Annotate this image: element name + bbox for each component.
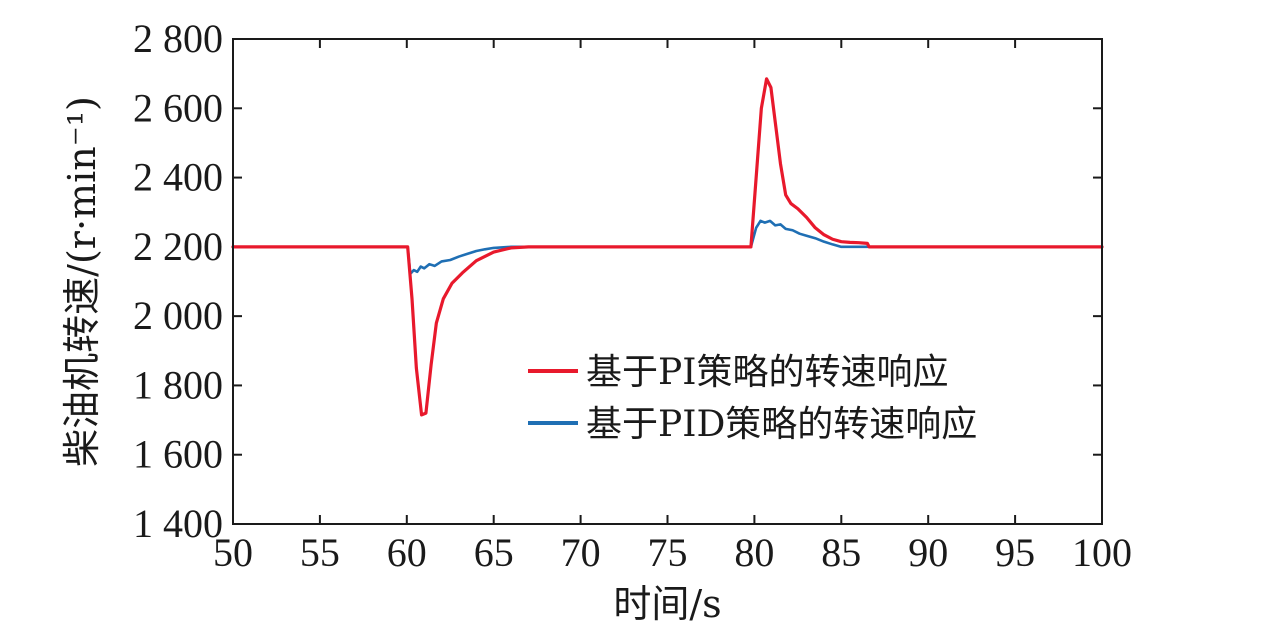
x-tick-label: 85 [821,530,861,575]
x-tick-label: 75 [648,530,688,575]
y-tick-label: 2 000 [133,293,223,338]
x-tick-label: 70 [561,530,601,575]
legend: 基于PI策略的转速响应 基于PID策略的转速响应 [528,352,977,445]
plot-frame [232,38,1103,525]
x-tick-label: 100 [1072,530,1132,575]
y-tick-label: 2 600 [133,85,223,130]
y-axis-title: 柴油机转速/(r·min⁻¹) [60,96,104,467]
y-tick-label: 1 800 [133,362,223,407]
lines-layer [231,77,1104,417]
x-tick-label: 55 [300,530,340,575]
ticks-layer [232,38,1103,525]
x-axis-title: 时间/s [613,582,721,626]
x-tick-label: 60 [387,530,427,575]
x-tick-label: 50 [213,530,253,575]
y-tick-label: 2 400 [133,155,223,200]
x-tick-label: 95 [995,530,1035,575]
series-line-pi [231,77,1104,417]
x-tick-label: 80 [734,530,774,575]
y-tick-label: 2 800 [133,16,223,61]
y-tick-label: 1 600 [133,432,223,477]
y-tick-label: 2 200 [133,224,223,269]
legend-label-pid: 基于PID策略的转速响应 [586,404,977,445]
x-tick-label: 90 [908,530,948,575]
legend-label-pi: 基于PI策略的转速响应 [586,352,948,393]
x-tick-label: 65 [474,530,514,575]
labels-layer: 50 55 60 65 70 75 80 85 90 95 100 1 400 1 600 1 800 2 … [133,16,1132,575]
y-tick-label: 1 400 [133,501,223,546]
